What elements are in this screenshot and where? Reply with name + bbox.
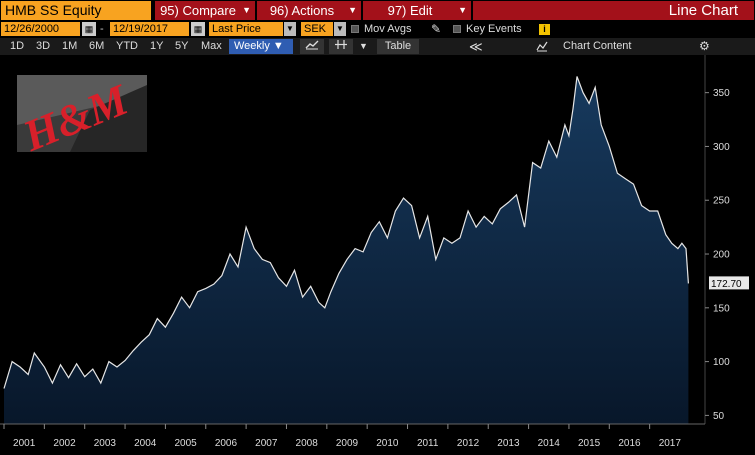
y-tick-label: 150 bbox=[713, 303, 730, 314]
range-max[interactable]: Max bbox=[201, 40, 222, 52]
range-1d[interactable]: 1D bbox=[10, 40, 25, 52]
chart-content-button[interactable]: Chart Content bbox=[563, 40, 632, 52]
range-ytd[interactable]: YTD bbox=[116, 40, 138, 52]
range-1m[interactable]: 1M bbox=[62, 40, 78, 52]
chevron-down-icon[interactable]: ▼ bbox=[334, 22, 346, 36]
key-events-label: Key Events bbox=[466, 23, 522, 35]
line-chart-icon[interactable] bbox=[300, 39, 324, 54]
chart-type-label: Line Chart bbox=[473, 1, 754, 20]
compare-button[interactable]: 95) Compare ▼ bbox=[155, 1, 255, 20]
x-tick-label: 2001 bbox=[13, 438, 36, 449]
ticker-field[interactable]: HMB SS Equity bbox=[1, 1, 151, 20]
x-tick-label: 2014 bbox=[538, 438, 561, 449]
x-tick-label: 2003 bbox=[94, 438, 117, 449]
gear-icon[interactable]: ⚙ bbox=[699, 39, 710, 53]
chevron-down-icon: ▼ bbox=[242, 5, 251, 15]
x-tick-label: 2012 bbox=[457, 438, 480, 449]
date-separator: - bbox=[100, 23, 104, 35]
range-3d[interactable]: 3D bbox=[36, 40, 51, 52]
actions-label: 96) Actions bbox=[269, 3, 335, 18]
title-bar: HMB SS Equity 95) Compare ▼ 96) Actions … bbox=[0, 0, 755, 21]
end-date-field[interactable]: 12/19/2017 bbox=[110, 22, 189, 36]
info-badge[interactable]: i bbox=[539, 24, 550, 35]
chevron-down-icon[interactable]: ▼ bbox=[359, 41, 368, 51]
last-price-tag: 172.70 bbox=[709, 276, 749, 290]
periodicity-select[interactable]: Weekly ▼ bbox=[229, 39, 293, 54]
price-chart[interactable]: H&M 50 100 150 200 250 300 350 172.70 2001 2002… bbox=[0, 55, 755, 455]
x-axis-band bbox=[0, 424, 755, 455]
compare-label: 95) Compare bbox=[160, 3, 236, 18]
x-tick-label: 2010 bbox=[376, 438, 399, 449]
crosshair-icon[interactable] bbox=[329, 39, 353, 54]
x-tick-label: 2015 bbox=[578, 438, 601, 449]
controls-bar: 12/26/2000 ▦ - 12/19/2017 ▦ Last Price ▼… bbox=[0, 21, 755, 37]
y-tick-label: 300 bbox=[713, 142, 730, 153]
actions-button[interactable]: 96) Actions ▼ bbox=[257, 1, 361, 20]
x-tick-label: 2016 bbox=[618, 438, 641, 449]
chart-content-icon[interactable] bbox=[536, 38, 548, 55]
y-tick-label: 350 bbox=[713, 88, 730, 99]
y-tick-label: 250 bbox=[713, 196, 730, 207]
mov-avgs-checkbox[interactable] bbox=[351, 25, 359, 33]
x-axis: 2001 2002 2003 2004 2005 2006 2007 2008 2009 2010… bbox=[3, 424, 682, 449]
x-tick-label: 2007 bbox=[255, 438, 278, 449]
range-5y[interactable]: 5Y bbox=[175, 40, 189, 52]
x-tick-label: 2013 bbox=[497, 438, 520, 449]
x-tick-label: 2004 bbox=[134, 438, 157, 449]
y-axis: 50 100 150 200 250 300 350 bbox=[705, 88, 730, 422]
plot-area bbox=[3, 76, 689, 424]
x-tick-label: 2002 bbox=[53, 438, 76, 449]
currency-select[interactable]: SEK bbox=[301, 22, 333, 36]
y-tick-label: 200 bbox=[713, 250, 730, 261]
key-events-checkbox[interactable] bbox=[453, 25, 461, 33]
chevron-down-icon: ▼ bbox=[458, 5, 467, 15]
field-select[interactable]: Last Price bbox=[209, 22, 283, 36]
calendar-icon[interactable]: ▦ bbox=[82, 22, 96, 36]
x-tick-label: 2005 bbox=[174, 438, 197, 449]
calendar-icon[interactable]: ▦ bbox=[191, 22, 205, 36]
hm-logo-image: H&M bbox=[16, 74, 147, 161]
collapse-button[interactable]: ≪ bbox=[469, 39, 483, 54]
y-tick-label: 100 bbox=[713, 357, 730, 368]
range-1y[interactable]: 1Y bbox=[150, 40, 164, 52]
edit-button[interactable]: 97) Edit ▼ bbox=[363, 1, 471, 20]
range-toolbar: 1D 3D 1M 6M YTD 1Y 5Y Max Weekly ▼ ▼ Tab… bbox=[0, 38, 755, 55]
table-button[interactable]: Table bbox=[377, 39, 419, 54]
x-tick-label: 2009 bbox=[336, 438, 359, 449]
x-tick-label: 2008 bbox=[296, 438, 319, 449]
x-tick-label: 2006 bbox=[215, 438, 238, 449]
pencil-icon[interactable]: ✎ bbox=[431, 22, 442, 36]
mov-avgs-label: Mov Avgs bbox=[364, 23, 412, 35]
last-price-value: 172.70 bbox=[711, 279, 742, 290]
range-6m[interactable]: 6M bbox=[89, 40, 105, 52]
price-area bbox=[4, 76, 689, 424]
edit-label: 97) Edit bbox=[387, 3, 433, 18]
x-tick-label: 2017 bbox=[659, 438, 682, 449]
x-tick-label: 2011 bbox=[417, 438, 439, 449]
chevron-down-icon: ▼ bbox=[348, 5, 357, 15]
start-date-field[interactable]: 12/26/2000 bbox=[1, 22, 80, 36]
chevron-down-icon[interactable]: ▼ bbox=[284, 22, 296, 36]
y-tick-label: 50 bbox=[713, 411, 725, 422]
price-line bbox=[3, 76, 689, 389]
